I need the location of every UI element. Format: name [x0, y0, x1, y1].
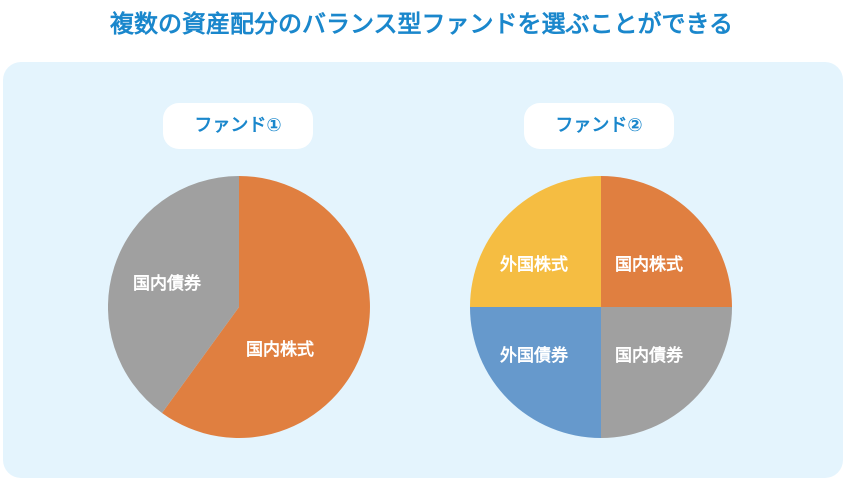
pie-label-foreign-bond: 外国債券: [500, 345, 569, 366]
pie-label-foreign-stock: 外国株式: [500, 254, 568, 275]
fund-1-label: ファンド①: [163, 103, 313, 149]
fund-1-pie-chart: 国内債券 国内株式: [108, 176, 370, 438]
pie-label-domestic-stock: 国内株式: [615, 254, 683, 275]
pie-label-domestic-bond: 国内債券: [133, 273, 202, 294]
pie-slice-domestic-bond: [108, 176, 239, 413]
pie-label-domestic-stock: 国内株式: [246, 339, 314, 360]
pie-slice-foreign-stock: [470, 176, 601, 307]
fund-2-pie-chart: 外国株式 国内株式 外国債券 国内債券: [470, 176, 732, 438]
page-title: 複数の資産配分のバランス型ファンドを選ぶことができる: [109, 10, 734, 38]
pie-slice-domestic-stock: [162, 176, 370, 438]
pie-slice-domestic-bond: [601, 307, 732, 438]
fund-2-label: ファンド②: [524, 103, 674, 149]
pie-slice-foreign-bond: [470, 307, 601, 438]
pie-slice-domestic-stock: [601, 176, 732, 307]
pie-label-domestic-bond: 国内債券: [615, 345, 684, 366]
